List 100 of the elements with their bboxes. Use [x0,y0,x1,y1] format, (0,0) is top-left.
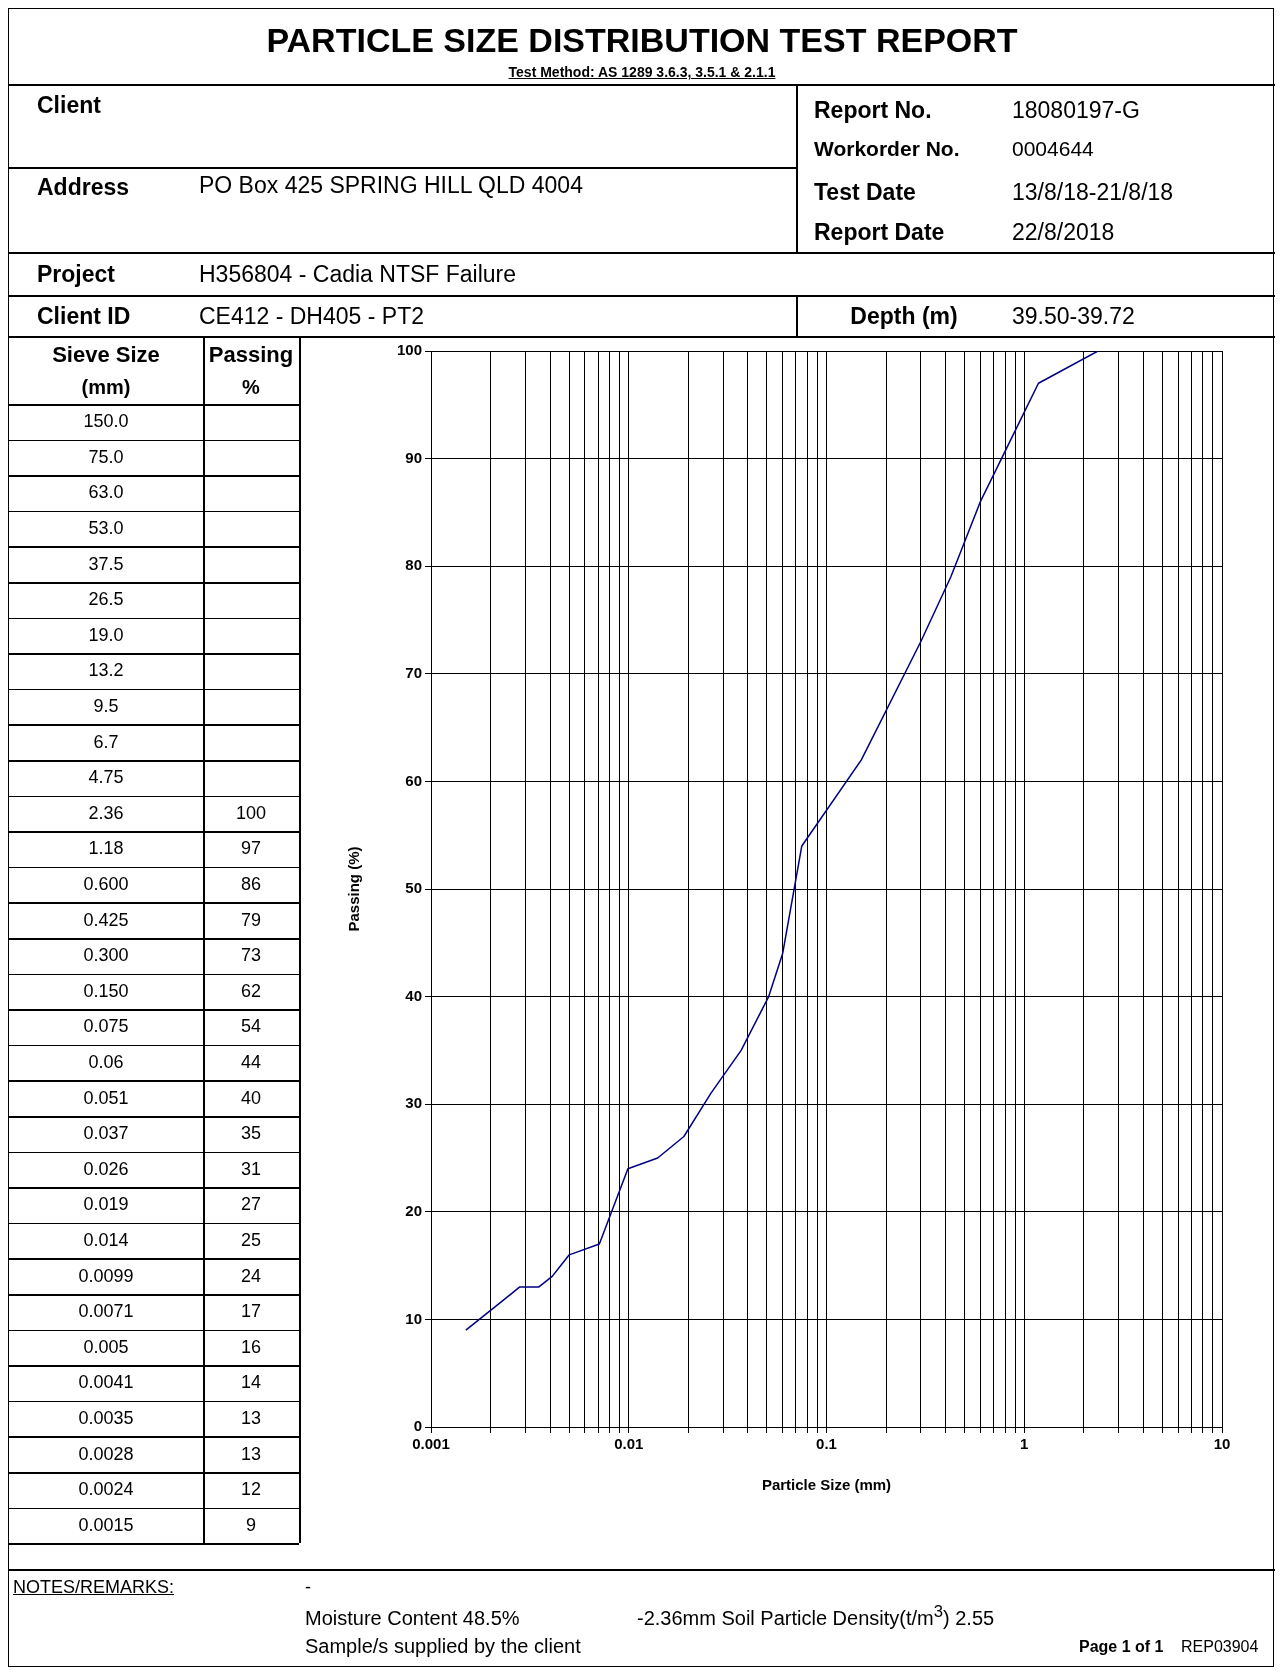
text: NOTES/REMARKS: [13,1575,176,1599]
x-tick-label: 0.01 [614,1435,644,1453]
text: CE412 - DH405 - PT2 [199,302,425,331]
y-tick-label: 30 [405,1094,423,1112]
text: 12 [240,1478,262,1502]
text: 0.014 [82,1229,130,1253]
text: 6.7 [92,730,120,754]
chart-title: PARTICLE SIZE DISTRIBUTION TEST REPORT [265,19,1019,61]
text: Sieve Size [51,341,161,369]
text: 150.0 [82,410,130,434]
text: 63.0 [87,481,125,505]
text: 73 [240,944,262,968]
text: Passing [207,341,295,369]
y-tick-label: 70 [405,663,423,681]
text: 86 [240,873,262,897]
text: 0.0015 [77,1513,135,1537]
text: 79 [240,908,262,932]
y-axis-title: Passing (%) [345,846,363,932]
y-tick-label: 100 [397,341,423,359]
text: 2.36 [87,801,125,825]
text: 19.0 [87,623,125,647]
text: 14 [240,1371,262,1395]
y-tick-label: 50 [405,879,423,897]
text: REP03904 [1181,1637,1260,1657]
text: 0.0028 [77,1442,135,1466]
text: 9 [245,1513,257,1537]
text: 25 [240,1229,262,1253]
x-axis-title: Particle Size (mm) [761,1476,892,1494]
text: Report No. [814,96,932,123]
text: 0.0024 [77,1478,135,1502]
text: 75.0 [87,445,125,469]
y-tick-label: 20 [405,1201,423,1219]
text: Depth (m) [849,302,959,331]
text: Sample/s supplied by the client [305,1633,582,1659]
text: 0.037 [82,1122,130,1146]
text: 16 [240,1335,262,1359]
text: 24 [240,1264,262,1288]
text: 13/8/18-21/8/18 [1012,177,1175,207]
text: Report Date [814,218,945,245]
text: 0.075 [82,1015,130,1039]
text: 0.051 [82,1086,130,1110]
text: 35 [240,1122,262,1146]
text: 0.600 [82,873,130,897]
text: 31 [240,1157,262,1181]
x-tick-label: 0.001 [412,1435,450,1453]
text: 0.06 [87,1051,125,1075]
text: 13 [240,1407,262,1431]
text: 53.0 [87,517,125,541]
text: PO Box 425 SPRING HILL QLD 4004 [199,170,584,200]
text: 37.5 [87,552,125,576]
text: 62 [240,979,262,1003]
x-tick-label: 10 [1213,1435,1231,1453]
text: Workorder No. [814,137,960,160]
text: H356804 - Cadia NTSF Failure [199,259,518,289]
text: 27 [240,1193,262,1217]
text: 40 [240,1086,262,1110]
text: 0.019 [82,1193,130,1217]
y-tick-label: 10 [405,1309,423,1327]
text: Moisture Content 48.5% [305,1605,521,1631]
x-tick-label: 1 [1020,1435,1029,1453]
text: 0.0071 [77,1300,135,1324]
text: 54 [240,1015,262,1039]
text: 26.5 [87,588,125,612]
text: 0.0099 [77,1264,135,1288]
text: 13.2 [87,659,125,683]
text: 0.0035 [77,1407,135,1431]
y-tick-label: 80 [405,556,423,574]
text: Test Date [814,178,916,205]
text: Client ID [37,302,132,331]
text: 0.0041 [77,1371,135,1395]
text: - [305,1575,312,1599]
text: 0.300 [82,944,130,968]
text: (mm) [80,374,132,400]
y-tick-label: 0 [413,1417,423,1435]
text: 17 [240,1300,262,1324]
y-tick-label: 40 [405,986,423,1004]
chart-subtitle: Test Method: AS 1289 3.6.3, 3.5.1 & 2.1.1 [507,63,777,82]
x-tick-label: 0.1 [816,1435,837,1453]
text: Client [37,90,102,120]
text: Address [37,172,131,202]
text: -2.36mm Soil Particle Density(t/m$^{3}$) 2.55 [637,1602,995,1630]
text: % [241,374,261,400]
text: 4.75 [87,766,125,790]
text: 0.026 [82,1157,130,1181]
y-tick-label: 60 [405,771,423,789]
text: 13 [240,1442,262,1466]
text: 1.18 [87,837,125,861]
text: 39.50-39.72 [1012,302,1136,331]
text: 18080197-G [1012,95,1141,125]
text: 0.425 [82,908,130,932]
text: 100 [234,801,267,825]
text: 22/8/2018 [1012,217,1116,247]
text: 0004644 [1012,136,1095,162]
text: 44 [240,1051,262,1075]
text: 9.5 [92,695,120,719]
text: 0.150 [82,979,130,1003]
text: 0.005 [82,1335,130,1359]
text: Page 1 of 1 [1079,1637,1165,1657]
text: 97 [240,837,262,861]
y-tick-label: 90 [405,448,423,466]
